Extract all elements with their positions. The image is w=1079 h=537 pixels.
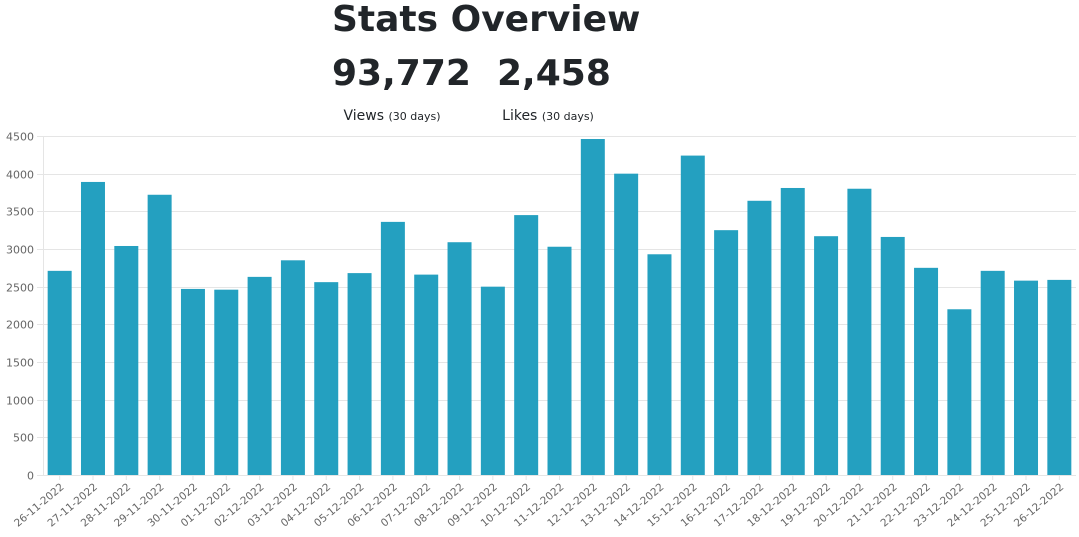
- bar: [747, 200, 772, 475]
- bar: [180, 288, 205, 475]
- y-tick-label: 3500: [6, 206, 34, 219]
- y-tick-label: 500: [13, 432, 34, 445]
- bar: [780, 187, 805, 476]
- views-label: Views: [343, 108, 385, 124]
- likes-period: (30 days): [541, 110, 594, 123]
- y-tick-label: 4000: [6, 169, 34, 182]
- bar: [647, 254, 672, 475]
- bar: [847, 188, 872, 475]
- views-period: (30 days): [388, 110, 441, 123]
- bar: [980, 270, 1005, 475]
- bar: [514, 215, 539, 475]
- y-tick-label: 2000: [6, 319, 34, 332]
- bar: [247, 276, 272, 475]
- bar: [880, 236, 905, 475]
- bar: [580, 139, 605, 475]
- y-tick-label: 1500: [6, 357, 34, 370]
- bar: [314, 282, 339, 475]
- bar: [914, 267, 939, 475]
- y-tick-label: 3000: [6, 244, 34, 257]
- bar: [680, 155, 705, 475]
- y-tick-label: 1000: [6, 395, 34, 408]
- bar: [80, 181, 105, 475]
- bar: [147, 194, 172, 475]
- likes-label: Likes: [502, 108, 538, 124]
- views-count: 93,772: [332, 53, 471, 94]
- bar: [1014, 280, 1039, 475]
- y-axis-tick-labels: 0 500 1000 1500 2000 2500 3000 3500 4000 4500: [6, 131, 34, 483]
- chart-bars: [47, 139, 1072, 476]
- bar: [214, 289, 239, 475]
- y-tick-label: 4500: [6, 131, 34, 144]
- x-axis-tick-labels: 26-11-202227-11-202228-11-202229-11-2022…: [12, 481, 1066, 529]
- bar: [47, 270, 72, 475]
- views-stat: 93,772 Views (30 days): [332, 52, 471, 126]
- likes-stat: 2,458 Likes (30 days): [497, 52, 611, 126]
- bar: [347, 273, 372, 475]
- bar: [480, 286, 505, 475]
- page-title: Stats Overview: [332, 0, 641, 40]
- bar: [1047, 279, 1072, 475]
- y-tick-label: 2500: [6, 282, 34, 295]
- likes-count: 2,458: [497, 53, 611, 94]
- views-caption: Views (30 days): [332, 107, 452, 126]
- bar: [447, 242, 472, 475]
- bar: [614, 173, 639, 475]
- bar: [714, 230, 739, 475]
- chart-axes: [37, 136, 1060, 480]
- bar: [380, 221, 405, 475]
- bar: [114, 245, 139, 475]
- bar: [814, 236, 839, 475]
- bar: [547, 246, 572, 475]
- likes-caption: Likes (30 days): [497, 107, 599, 126]
- bar: [947, 309, 972, 475]
- bar: [414, 274, 439, 475]
- bar: [280, 260, 305, 475]
- y-tick-label: 0: [27, 470, 34, 483]
